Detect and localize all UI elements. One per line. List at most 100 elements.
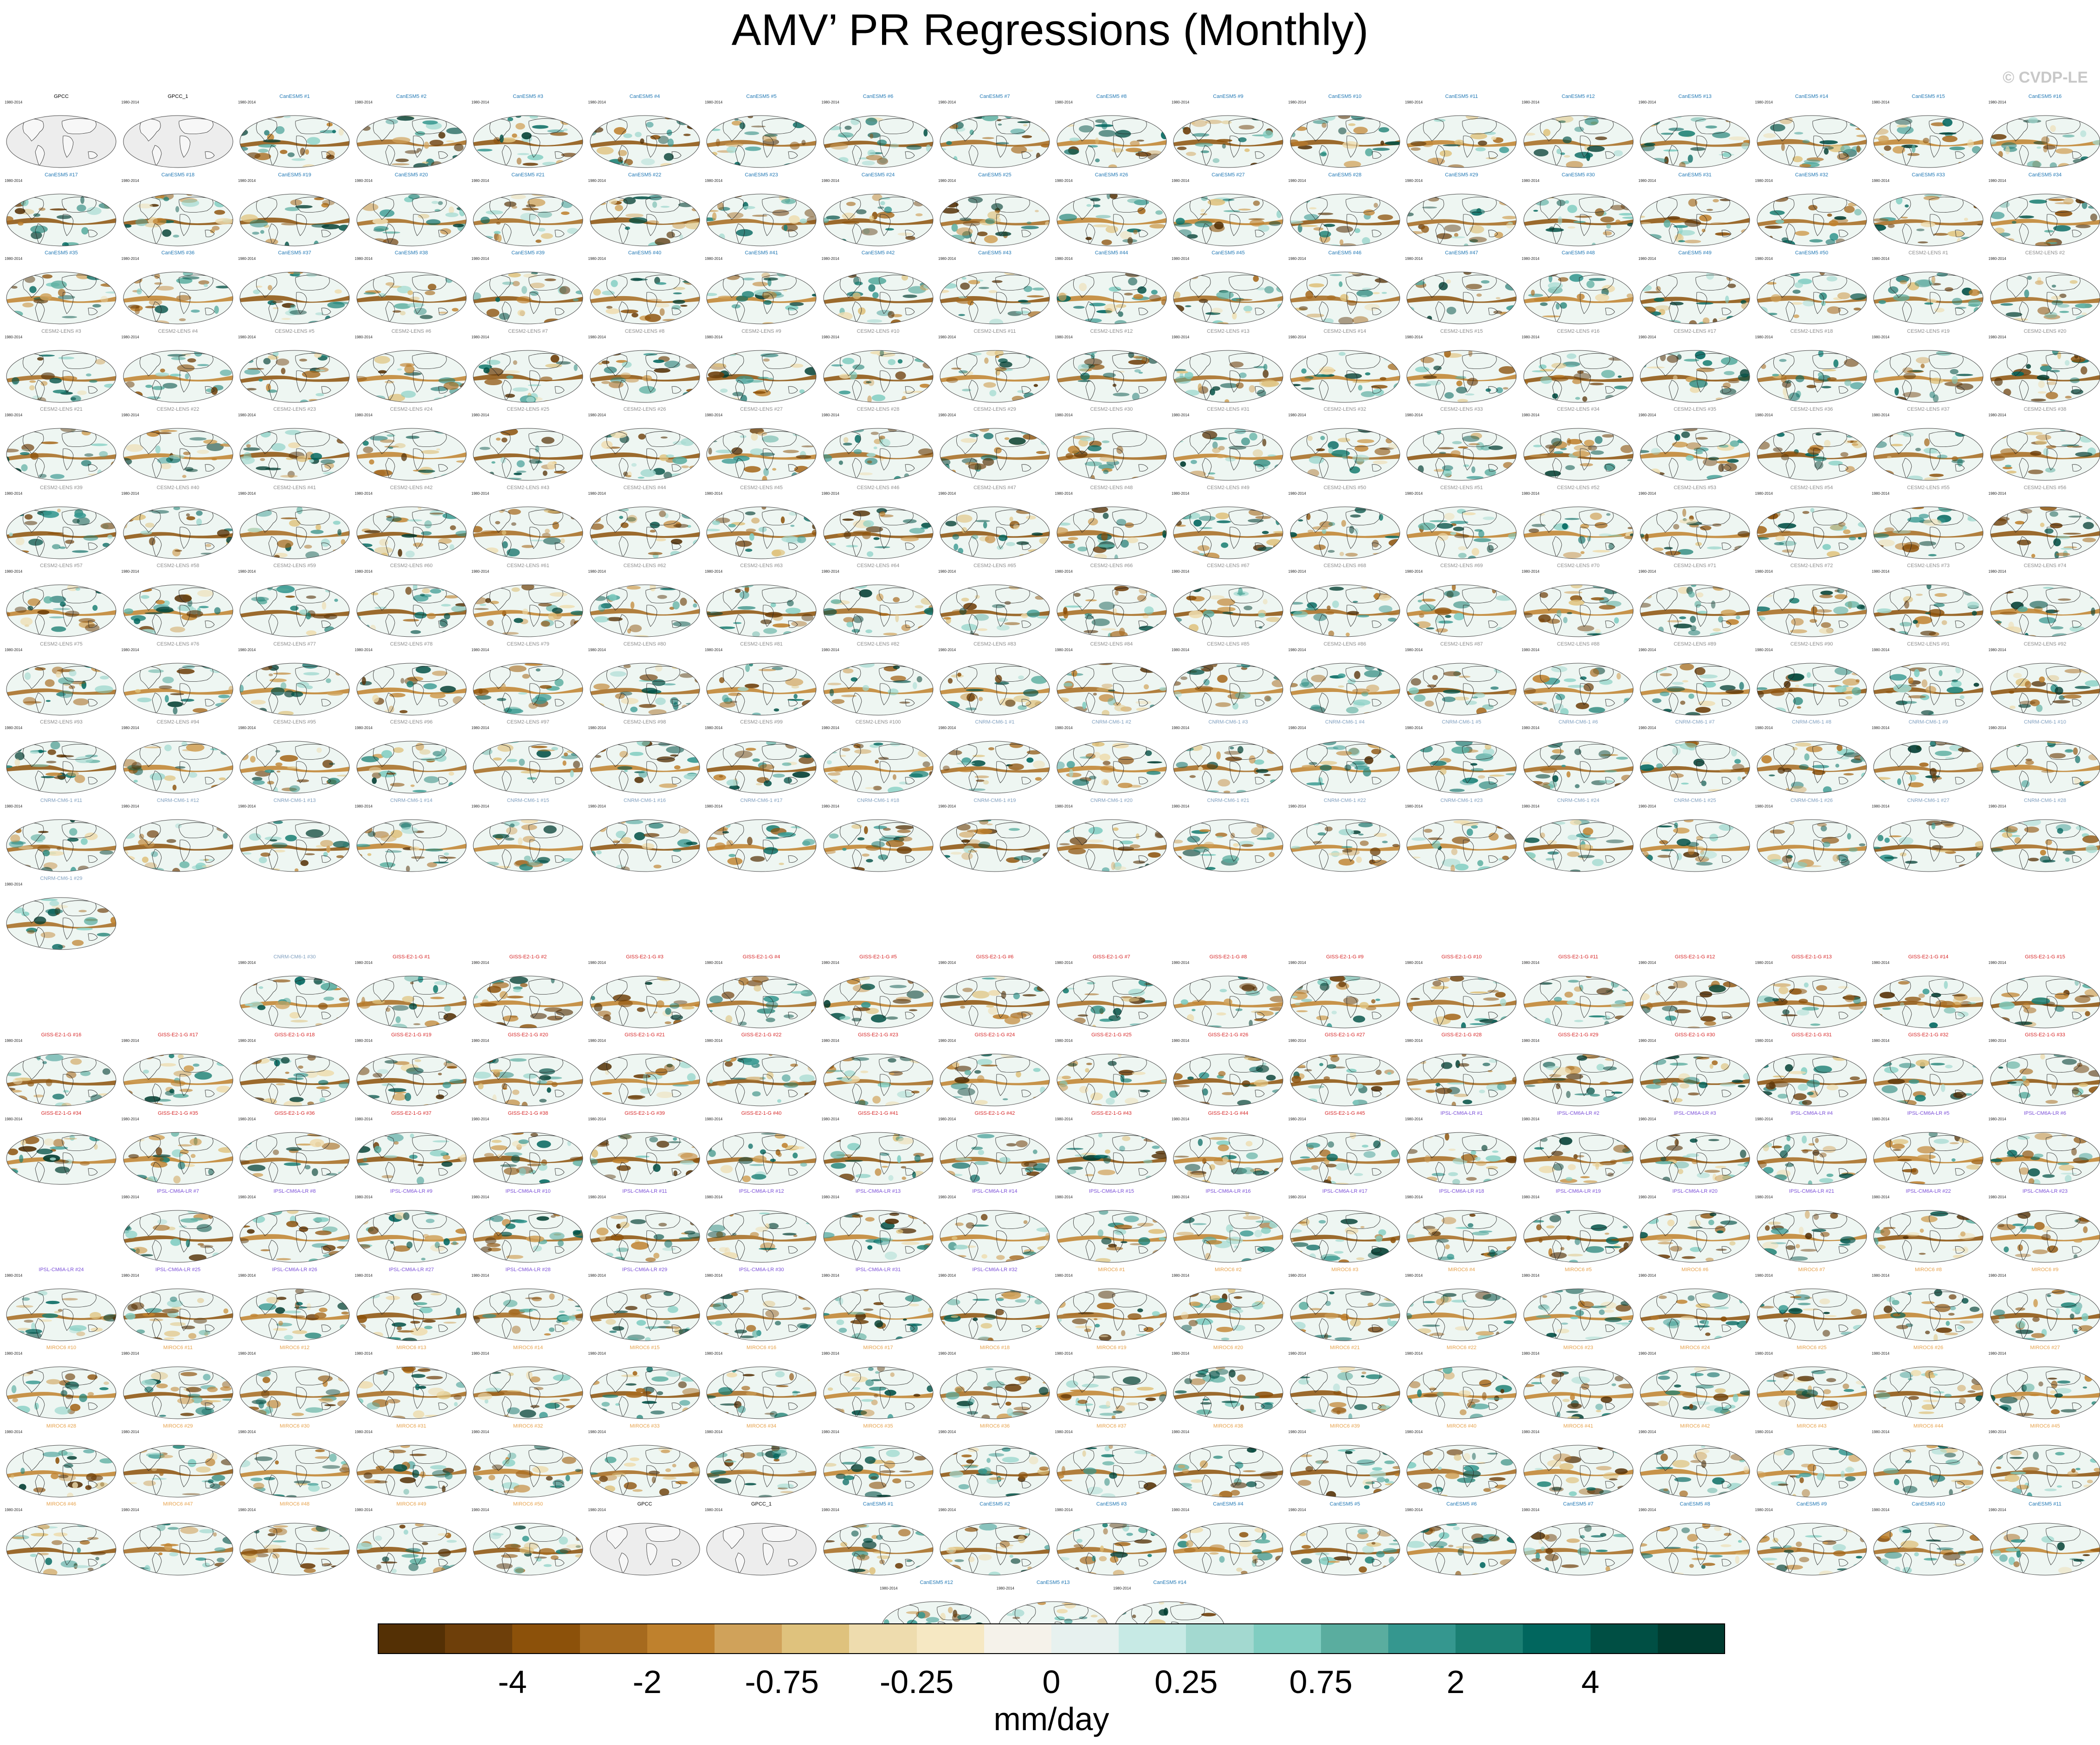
- map-globe: [1990, 271, 2100, 324]
- map-panel-years: 1980-2014: [238, 1351, 256, 1356]
- map-panel-title: CanESM5 #15: [1912, 94, 1945, 99]
- map-panel-years: 1980-2014: [1638, 257, 1656, 261]
- map-panel: GISS-E2-1-G #18 1980-2014: [237, 1031, 352, 1109]
- map-panel-title: CESM2-LENS #58: [156, 563, 200, 569]
- map-panel-title: GISS-E2-1-G #6: [976, 954, 1014, 960]
- map-globe: [473, 663, 583, 715]
- map-panel-years: 1980-2014: [705, 1508, 723, 1512]
- map-panel-years: 1980-2014: [121, 1508, 139, 1512]
- map-panel: CESM2-LENS #17 1980-2014: [1637, 328, 1752, 406]
- map-panel-years: 1980-2014: [1521, 960, 1540, 965]
- map-panel-title: CESM2-LENS #67: [1207, 563, 1250, 569]
- map-panel: GISS-E2-1-G #25 1980-2014: [1054, 1031, 1169, 1109]
- map-panel-years: 1980-2014: [705, 1429, 723, 1434]
- map-globe: [473, 271, 583, 324]
- map-panel-years: 1980-2014: [588, 1508, 606, 1512]
- map-panel-years: 1980-2014: [471, 1508, 490, 1512]
- map-panel-title: CNRM-CM6-1 #18: [857, 797, 900, 803]
- map-panel-title: CESM2-LENS #30: [1090, 407, 1133, 412]
- map-panel-years: 1980-2014: [1288, 1039, 1306, 1043]
- map-panel-years: 1980-2014: [1288, 100, 1306, 104]
- map-globe: [1990, 1366, 2100, 1419]
- map-panel-years: 1980-2014: [705, 960, 723, 965]
- map-panel: CESM2-LENS #48 1980-2014: [1054, 484, 1169, 562]
- map-panel: CanESM5 #38 1980-2014: [354, 249, 469, 327]
- map-panel-years: 1980-2014: [471, 178, 490, 183]
- map-panel: IPSL-CM6A-LR #28 1980-2014: [470, 1266, 586, 1344]
- map-panel-years: 1980-2014: [938, 100, 956, 104]
- map-globe: [473, 350, 583, 402]
- map-globe: [1056, 271, 1166, 324]
- map-globe: [123, 506, 233, 559]
- map-globe: [1640, 1445, 1750, 1497]
- map-panel-title: CESM2-LENS #81: [740, 641, 783, 647]
- map-panel-years: 1980-2014: [354, 100, 373, 104]
- map-panel-years: 1980-2014: [238, 1429, 256, 1434]
- map-panel-title: GISS-E2-1-G #3: [626, 954, 663, 960]
- map-panel-title: CanESM5 #4: [629, 94, 660, 99]
- map-panel-title: CanESM5 #24: [861, 172, 895, 178]
- map-panel-years: 1980-2014: [821, 335, 839, 339]
- map-panel: CanESM5 #33 1980-2014: [1871, 171, 1986, 249]
- map-globe: [940, 428, 1050, 481]
- map-panel: CESM2-LENS #29 1980-2014: [937, 406, 1052, 484]
- map-panel-title: IPSL-CM6A-LR #16: [1205, 1189, 1251, 1194]
- map-panel-title: IPSL-CM6A-LR #32: [972, 1267, 1018, 1273]
- map-panel: CESM2-LENS #42 1980-2014: [354, 484, 469, 562]
- map-panel: CESM2-LENS #82 1980-2014: [821, 640, 936, 718]
- map-globe: [1990, 506, 2100, 559]
- map-globe: [1290, 741, 1400, 794]
- map-panel-title: CESM2-LENS #73: [1907, 563, 1950, 569]
- map-panel: MIROC6 #41 1980-2014: [1521, 1422, 1636, 1500]
- map-panel: CNRM-CM6-1 #13 1980-2014: [237, 797, 352, 875]
- map-panel: MIROC6 #1 1980-2014: [1054, 1266, 1169, 1344]
- map-panel: GISS-E2-1-G #14 1980-2014: [1871, 953, 1986, 1031]
- map-panel-years: 1980-2014: [1988, 413, 2006, 417]
- map-panel-years: 1980-2014: [705, 178, 723, 183]
- map-panel: CanESM5 #2 1980-2014: [354, 93, 469, 171]
- map-panel-years: 1980-2014: [1872, 647, 1890, 652]
- map-globe: [1757, 1053, 1867, 1106]
- map-panel-years: 1980-2014: [938, 1195, 956, 1199]
- map-globe: [1640, 1210, 1750, 1263]
- map-globe: [823, 976, 933, 1028]
- map-panel-years: 1980-2014: [238, 413, 256, 417]
- map-panel-years: 1980-2014: [471, 647, 490, 652]
- map-panel: IPSL-CM6A-LR #18 1980-2014: [1404, 1188, 1519, 1266]
- map-globe: [473, 584, 583, 637]
- map-panel: IPSL-CM6A-LR #5 1980-2014: [1871, 1110, 1986, 1188]
- map-globe: [473, 1445, 583, 1497]
- map-panel-years: 1980-2014: [121, 647, 139, 652]
- map-globe: [1290, 1445, 1400, 1497]
- map-panel-title: CESM2-LENS #45: [740, 485, 783, 491]
- map-panel-title: MIROC6 #9: [2031, 1267, 2059, 1273]
- map-panel: MIROC6 #24 1980-2014: [1637, 1344, 1752, 1422]
- map-globe: [1990, 584, 2100, 637]
- map-panel-title: GISS-E2-1-G #12: [1675, 954, 1715, 960]
- map-panel-years: 1980-2014: [1055, 804, 1073, 808]
- map-panel: GISS-E2-1-G #32 1980-2014: [1871, 1031, 1986, 1109]
- map-globe: [1640, 1053, 1750, 1106]
- colorbar-units: mm/day: [993, 1701, 1109, 1737]
- map-globe: [356, 1445, 466, 1497]
- map-panel-title: IPSL-CM6A-LR #2: [1557, 1110, 1600, 1116]
- map-panel-years: 1980-2014: [1288, 257, 1306, 261]
- map-globe: [1406, 350, 1517, 402]
- map-panel-years: 1980-2014: [1055, 491, 1073, 496]
- map-panel-years: 1980-2014: [821, 1508, 839, 1512]
- map-panel: GPCC_1 1980-2014: [704, 1500, 819, 1578]
- map-panel-title: CNRM-CM6-1 #9: [1908, 719, 1948, 725]
- map-panel: GISS-E2-1-G #16 1980-2014: [4, 1031, 119, 1109]
- map-panel-years: 1980-2014: [1755, 413, 1773, 417]
- map-panel-title: GISS-E2-1-G #27: [1325, 1032, 1365, 1038]
- map-panel-title: IPSL-CM6A-LR #27: [388, 1267, 434, 1273]
- map-panel: CanESM5 #1 1980-2014: [237, 93, 352, 171]
- map-panel: CESM2-LENS #35 1980-2014: [1637, 406, 1752, 484]
- map-panel: IPSL-CM6A-LR #12 1980-2014: [704, 1188, 819, 1266]
- map-panel: CESM2-LENS #100 1980-2014: [821, 718, 936, 796]
- map-panel-title: MIROC6 #7: [1798, 1267, 1825, 1273]
- map-panel-years: 1980-2014: [1521, 804, 1540, 808]
- map-panel-years: 1980-2014: [1755, 178, 1773, 183]
- map-panel-years: 1980-2014: [821, 257, 839, 261]
- map-panel-years: 1980-2014: [1288, 1273, 1306, 1278]
